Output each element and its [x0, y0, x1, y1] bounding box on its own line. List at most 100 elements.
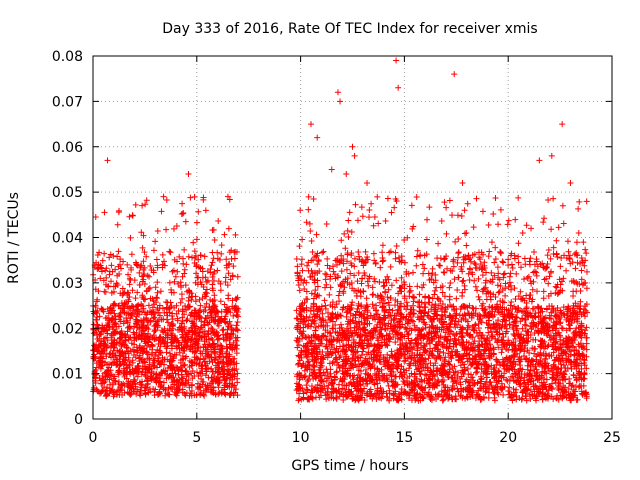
roti-point: [131, 341, 138, 348]
roti-point: [325, 382, 332, 389]
roti-point: [495, 317, 502, 324]
roti-point: [229, 346, 236, 353]
roti-point: [340, 396, 347, 403]
roti-point: [385, 276, 392, 283]
roti-point: [515, 356, 522, 363]
roti-point: [173, 223, 180, 230]
roti-point: [338, 257, 345, 264]
roti-point: [516, 354, 523, 361]
roti-point: [499, 385, 506, 392]
roti-point: [177, 299, 184, 306]
roti-point: [340, 290, 347, 297]
roti-point: [223, 264, 230, 271]
roti-point: [390, 362, 397, 369]
roti-point: [324, 255, 331, 262]
roti-point: [186, 392, 193, 399]
roti-point: [456, 340, 463, 347]
roti-point: [491, 311, 498, 318]
roti-point: [452, 238, 459, 245]
roti-point: [190, 343, 197, 350]
roti-point: [374, 385, 381, 392]
roti-point: [367, 392, 374, 399]
roti-point: [405, 330, 412, 337]
roti-point: [540, 295, 547, 302]
roti-point: [466, 332, 473, 339]
roti-point: [526, 292, 533, 299]
roti-point: [387, 321, 394, 328]
roti-point: [109, 332, 116, 339]
roti-point: [476, 254, 483, 261]
roti-point: [348, 252, 355, 259]
roti-point: [166, 372, 173, 379]
roti-point: [174, 268, 181, 275]
roti-point: [322, 270, 329, 277]
roti-point: [212, 303, 219, 310]
roti-point: [583, 324, 590, 331]
roti-point: [472, 283, 479, 290]
roti-point: [311, 363, 318, 370]
roti-point: [308, 337, 315, 344]
roti-point: [543, 264, 550, 271]
roti-point: [483, 337, 490, 344]
roti-point: [545, 368, 552, 375]
roti-point: [135, 355, 142, 362]
roti-point: [437, 262, 444, 269]
roti-point: [228, 324, 235, 331]
roti-point: [112, 313, 119, 320]
roti-point: [345, 233, 352, 240]
roti-point: [183, 317, 190, 324]
roti-point: [215, 218, 222, 225]
roti-point: [365, 282, 372, 289]
roti-point: [177, 324, 184, 331]
roti-point: [307, 228, 314, 235]
roti-point: [475, 275, 482, 282]
roti-point: [162, 392, 169, 399]
roti-point: [206, 382, 213, 389]
roti-point: [198, 375, 205, 382]
roti-point: [92, 379, 99, 386]
roti-point: [550, 346, 557, 353]
roti-point: [560, 361, 567, 368]
roti-point: [147, 263, 154, 270]
roti-point: [119, 308, 126, 315]
roti-point: [191, 313, 198, 320]
roti-point: [96, 249, 103, 256]
roti-point: [507, 302, 514, 309]
roti-point: [106, 268, 113, 275]
roti-point: [302, 343, 309, 350]
roti-point: [294, 344, 301, 351]
roti-point: [506, 279, 513, 286]
roti-point: [458, 266, 465, 273]
roti-point: [234, 309, 241, 316]
roti-point: [427, 360, 434, 367]
roti-point: [179, 314, 186, 321]
roti-point: [109, 315, 116, 322]
roti-point: [349, 317, 356, 324]
roti-point: [583, 198, 590, 205]
roti-point: [130, 307, 137, 314]
roti-point: [202, 365, 209, 372]
roti-point: [215, 332, 222, 339]
roti-point: [181, 361, 188, 368]
roti-point: [455, 336, 462, 343]
roti-point: [398, 259, 405, 266]
roti-point: [131, 323, 138, 330]
roti-point: [430, 325, 437, 332]
roti-point: [425, 308, 432, 315]
roti-point: [192, 307, 199, 314]
roti-point: [559, 287, 566, 294]
roti-point: [448, 328, 455, 335]
roti-point: [541, 276, 548, 283]
roti-point: [446, 296, 453, 303]
roti-point: [192, 325, 199, 332]
roti-point: [164, 327, 171, 334]
roti-point: [533, 288, 540, 295]
roti-point: [218, 308, 225, 315]
roti-point: [389, 307, 396, 314]
roti-point: [296, 287, 303, 294]
roti-point: [134, 347, 141, 354]
roti-point: [296, 357, 303, 364]
roti-point: [130, 369, 137, 376]
roti-point: [220, 360, 227, 367]
roti-point: [128, 266, 135, 273]
